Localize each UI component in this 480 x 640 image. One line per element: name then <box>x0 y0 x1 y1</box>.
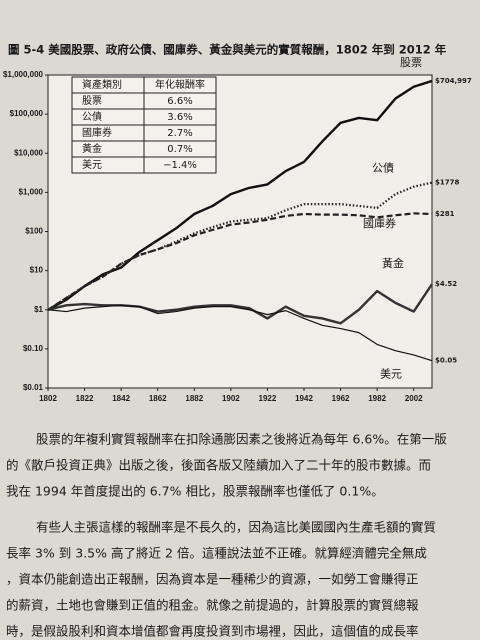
series-line <box>47 212 433 311</box>
paragraph-line: 長率 3% 到 3.5% 高了將近 2 倍。這種說法並不正確。就算經濟體完全無成 <box>6 546 427 561</box>
table-cell: 國庫券 <box>82 126 112 139</box>
paragraph-line: 股票的年複利實質報酬率在扣除通膨因素之後將近為每年 6.6%。在第一版 <box>36 432 447 447</box>
x-tick-label: 1842 <box>112 394 130 403</box>
series-name: 股票 <box>400 56 422 69</box>
table-cell: 股票 <box>82 95 102 107</box>
table-cell: 美元 <box>82 158 102 171</box>
end-label: $0.05 <box>435 357 457 365</box>
x-tick-label: 1822 <box>76 394 94 403</box>
x-tick-label: 1942 <box>295 394 313 403</box>
paragraph-line: 有些人主張這樣的報酬率是不長久的，因為這比美國國內生產毛額的實質 <box>36 520 436 535</box>
end-label: $1778 <box>435 179 459 187</box>
y-tick-label: $100,000 <box>10 109 44 118</box>
chart-title: 圖 5-4 美國股票、政府公債、國庫券、黃金與美元的實質報酬，1802 年到 2… <box>8 43 447 57</box>
series-name: 美元 <box>380 368 402 381</box>
x-tick-label: 1802 <box>39 394 57 403</box>
table-cell: 2.7% <box>167 128 192 139</box>
y-tick-label: $10,000 <box>14 148 43 157</box>
table-header: 資產類別 <box>82 78 122 91</box>
table-cell: 6.6% <box>167 96 192 107</box>
series-line <box>47 181 433 311</box>
y-tick-label: $1,000,000 <box>3 70 44 79</box>
series-name: 國庫券 <box>363 216 396 230</box>
x-tick-label: 2002 <box>405 394 423 403</box>
y-tick-label: $1 <box>34 305 43 314</box>
x-tick-label: 1862 <box>149 394 167 403</box>
paragraph-line: 的《散戶投資正典》出版之後，後面各版又陸續加入了二十年的股市數據。而 <box>6 458 431 473</box>
y-tick-label: $0.10 <box>23 344 44 353</box>
end-label: $281 <box>435 210 455 218</box>
table-cell: −1.4% <box>163 160 197 171</box>
series-line <box>47 283 433 325</box>
table-header: 年化報酬率 <box>155 78 205 91</box>
end-label: $4.52 <box>435 280 457 288</box>
x-tick-label: 1962 <box>332 394 350 403</box>
x-tick-label: 1922 <box>259 394 277 403</box>
table-cell: 黃金 <box>82 142 102 155</box>
paragraph-line: ，資本仍能創造出正報酬，因為資本是一種稀少的資源，一如勞工會賺得正 <box>6 572 419 587</box>
paragraph-line: 的薪資，土地也會賺到正值的租金。就像之前提過的，計算股票的實質總報 <box>6 598 419 613</box>
series-name: 黃金 <box>382 256 404 270</box>
x-tick-label: 1882 <box>185 394 203 403</box>
table-cell: 0.7% <box>167 144 192 155</box>
table-cell: 公債 <box>82 110 102 123</box>
series-name: 公債 <box>372 161 394 175</box>
y-tick-label: $0.01 <box>23 383 44 392</box>
y-tick-label: $100 <box>25 227 43 236</box>
end-label: $704,997 <box>435 77 472 85</box>
table-cell: 3.6% <box>167 112 192 123</box>
y-tick-label: $1,000 <box>19 187 44 196</box>
paragraph-line: 我在 1994 年首度提出的 6.7% 相比，股票報酬率也僅低了 0.1%。 <box>6 484 384 499</box>
paragraph-line: 時，是假設股利和資本增值都會再度投資到市場裡，因此，這個值的成長率 <box>6 624 419 639</box>
x-tick-label: 1902 <box>222 394 240 403</box>
y-tick-label: $10 <box>30 266 44 275</box>
x-tick-label: 1982 <box>368 394 386 403</box>
series-line <box>47 304 433 362</box>
